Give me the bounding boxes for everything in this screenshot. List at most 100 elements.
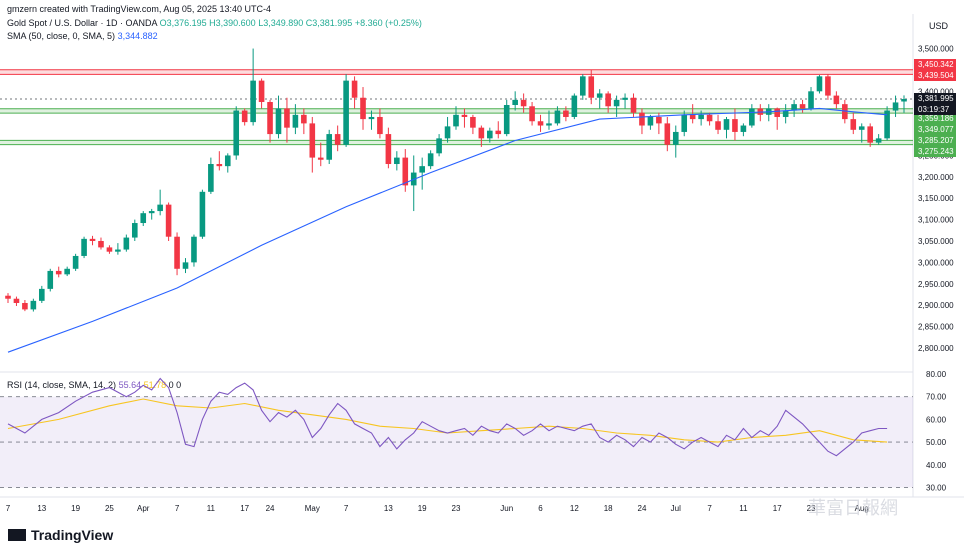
time-tick-label: 13 (37, 504, 46, 513)
candle-body (98, 240, 104, 248)
candle-body (596, 93, 603, 98)
rsi-value: 55.64 (118, 380, 142, 390)
candle-body (546, 123, 552, 126)
low-value: L3,349.890 (258, 18, 304, 28)
time-tick-label: Apr (137, 504, 150, 513)
candle-body (351, 80, 358, 98)
candle-body (292, 114, 299, 128)
close-value: C3,381.995 (305, 18, 353, 28)
candle-body (368, 116, 375, 120)
candle-body (301, 114, 307, 124)
candle-body (250, 80, 256, 123)
candle-body (791, 104, 797, 111)
price-tick-label: 2,800.000 (918, 344, 954, 353)
time-tick-label: Jun (500, 504, 513, 513)
candle-body (723, 119, 730, 130)
time-tick-label: May (305, 504, 320, 513)
price-label-badge (914, 70, 956, 81)
candle-body (875, 138, 882, 143)
candle-body (842, 104, 848, 120)
candle-body (537, 121, 544, 126)
candle-body (13, 298, 20, 303)
candle-body (5, 295, 11, 299)
candle-body (123, 237, 130, 250)
candle-body (622, 97, 628, 100)
candle-body (774, 108, 781, 117)
candle-body (478, 127, 485, 139)
candle-body (681, 114, 688, 132)
price-tick-label: 3,000.000 (918, 258, 954, 267)
candle-body (241, 110, 248, 123)
resistance-zone (0, 69, 913, 75)
candle-body (39, 288, 45, 301)
time-tick-label: 19 (418, 504, 427, 513)
ohlc-legend: Gold Spot / U.S. Dollar · 1D · OANDA O3,… (7, 18, 422, 28)
candle-body (850, 119, 857, 130)
candle-body (529, 106, 535, 122)
candle-body (360, 97, 366, 120)
time-tick-label: Aug (855, 504, 869, 513)
price-label-badge (914, 135, 956, 146)
price-label-badge (914, 124, 956, 135)
symbol-label: Gold Spot / U.S. Dollar · 1D · OANDA (7, 18, 158, 28)
candle-body (554, 110, 561, 124)
price-tick-label: 3,150.000 (918, 194, 954, 203)
candle-body (647, 116, 654, 126)
price-label-text: 3,275.243 (918, 147, 954, 156)
rsi-tick-label: 80.00 (926, 370, 947, 379)
created-by-text: gmzern created with TradingView.com, Aug… (7, 4, 271, 14)
candle-body (64, 268, 70, 275)
candle-body (309, 123, 316, 158)
time-tick-label: 19 (71, 504, 80, 513)
candle-body (672, 131, 679, 145)
candle-body (377, 116, 383, 135)
price-tick-label: 2,950.000 (918, 280, 954, 289)
candle-body (782, 110, 789, 117)
countdown-text: 03:19:37 (918, 105, 950, 114)
candle-body (224, 155, 231, 167)
price-tick-label: 3,500.000 (918, 45, 954, 54)
candle-body (233, 110, 240, 156)
candle-body (131, 223, 138, 238)
currency-label: USD (928, 21, 948, 31)
time-tick-label: 6 (538, 504, 543, 513)
candle-body (503, 105, 510, 135)
candle-body (199, 191, 206, 237)
rsi-tick-label: 70.00 (926, 393, 947, 402)
candle-body (275, 108, 282, 135)
candle-body (55, 270, 62, 275)
candle-body (47, 270, 54, 289)
tradingview-logo: TradingView (8, 527, 113, 543)
candle-body (892, 102, 899, 111)
candle-body (664, 123, 671, 145)
candle-body (385, 134, 392, 165)
candle-body (656, 116, 662, 124)
candle-body (749, 108, 755, 126)
candle-body (165, 204, 172, 237)
time-tick-label: 11 (207, 504, 216, 513)
price-label-badge (914, 59, 956, 70)
brand-label: TradingView (31, 527, 114, 543)
candle-body (588, 76, 595, 98)
candle-body (605, 93, 611, 107)
tradingview-mark-icon (8, 529, 26, 541)
high-value: H3,390.600 (209, 18, 256, 28)
candle-body (89, 238, 96, 241)
price-label-text: 3,439.504 (918, 71, 954, 80)
candle-body (715, 121, 721, 130)
candle-body (216, 164, 223, 167)
time-tick-label: 24 (638, 504, 647, 513)
time-tick-label: 7 (175, 504, 180, 513)
countdown-badge (914, 104, 956, 115)
rsi-label: RSI (14, close, SMA, 14, 2) (7, 380, 117, 390)
price-label-text: 3,285.207 (918, 136, 954, 145)
rsi-extra: 0 0 (168, 380, 182, 390)
time-tick-label: 18 (604, 504, 613, 513)
candle-body (174, 236, 180, 269)
candle-body (22, 302, 28, 310)
candle-body (326, 134, 333, 160)
candle-body (394, 157, 400, 165)
candle-body (487, 130, 493, 139)
support-zone-lower (0, 140, 913, 145)
